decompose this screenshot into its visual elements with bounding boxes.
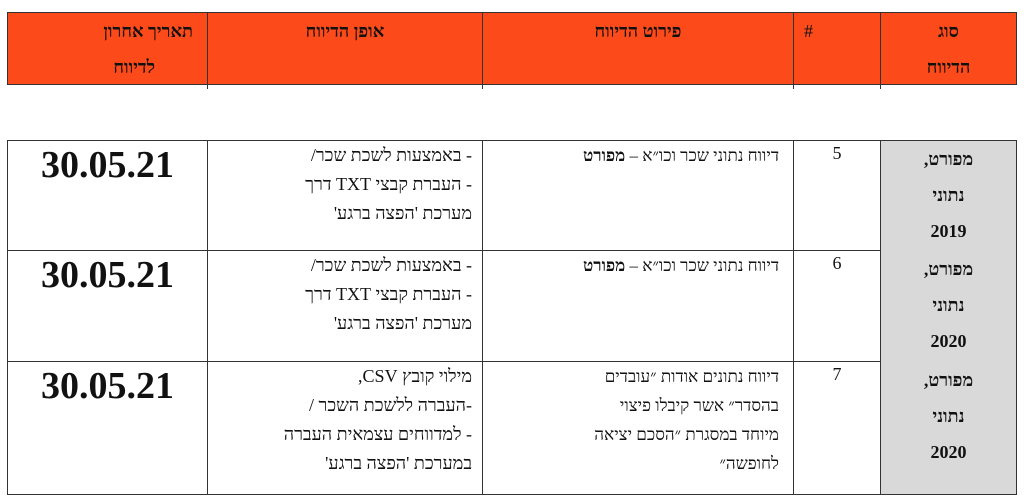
method-line: מערכת 'הפצה ברגע' [333, 313, 472, 333]
type-line: 2020 [930, 442, 967, 462]
report-detail: דיווח נתונים אודות ״עובדים בהסדר״ אשר קי… [482, 362, 793, 494]
method-line: במערכת 'הפצה ברגע' [325, 453, 472, 473]
header-date-line: לדיווח [113, 57, 155, 77]
method-line: - באמצעות לשכת שכר/ [310, 145, 472, 165]
detail-line: דיווח נתונים אודות ״עובדים [604, 367, 779, 386]
header-type-line: הדיווח [926, 57, 971, 77]
type-line: 2019 [930, 221, 967, 241]
report-method: - באמצעות לשכת שכר/ - העברת קבצי TXT דרך… [207, 141, 482, 253]
header-deadline: תאריך אחרון לדיווח [8, 13, 207, 89]
header-number: # [793, 13, 880, 89]
report-detail: דיווח נתוני שכר וכו״א – מפורט [482, 141, 793, 253]
header-report-type: סוג הדיווח [880, 13, 1016, 89]
type-line: מפורט, [923, 370, 974, 390]
detail-bold: מפורט [582, 146, 626, 165]
header-type-line: סוג [938, 21, 959, 41]
header-detail: פירוט הדיווח [482, 13, 793, 89]
detail-line: בהסדר״ אשר קיבלו פיצוי [619, 396, 779, 415]
deadline-date: 30.05.21 [41, 365, 174, 407]
method-line: - העברת קבצי TXT דרך [305, 284, 472, 304]
header-table: סוג הדיווח # פירוט הדיווח אופן הדיווח תא… [7, 12, 1017, 89]
type-line: נתוני [932, 406, 965, 426]
type-line: מפורט, [923, 149, 974, 169]
report-type: מפורט, נתוני 2019 [880, 141, 1016, 253]
report-method: - באמצעות לשכת שכר/ - העברת קבצי TXT דרך… [207, 251, 482, 363]
table-row: מפורט, נתוני 2020 6 דיווח נתוני שכר וכו״… [8, 251, 1016, 363]
method-line: מילוי קובץ CSV, [358, 366, 472, 386]
method-line: -העברה ללשכת השכר / [308, 395, 472, 415]
header-row: סוג הדיווח # פירוט הדיווח אופן הדיווח תא… [8, 13, 1016, 89]
reports-table: מפורט, נתוני 2019 5 דיווח נתוני שכר וכו״… [7, 140, 1017, 495]
method-line: מערכת 'הפצה ברגע' [333, 203, 472, 223]
report-method: מילוי קובץ CSV, -העברה ללשכת השכר / - למ… [207, 362, 482, 494]
detail-line: מיוחד במסגרת ״הסכם יציאה [594, 425, 779, 444]
header-method: אופן הדיווח [207, 13, 482, 89]
table-row: מפורט, נתוני 2020 7 דיווח נתונים אודות ״… [8, 362, 1016, 494]
row-number: 5 [793, 141, 880, 253]
method-line: - למדווחים עצמאית העברה [283, 424, 472, 444]
report-type: מפורט, נתוני 2020 [880, 362, 1016, 494]
report-detail: דיווח נתוני שכר וכו״א – מפורט [482, 251, 793, 363]
report-type: מפורט, נתוני 2020 [880, 251, 1016, 363]
detail-text: דיווח נתוני שכר וכו״א – [625, 256, 780, 275]
header-date-line: תאריך אחרון [103, 21, 193, 41]
row-number: 7 [793, 362, 880, 494]
type-line: 2020 [930, 331, 967, 351]
method-line: - העברת קבצי TXT דרך [305, 174, 472, 194]
table-row: מפורט, נתוני 2019 5 דיווח נתוני שכר וכו״… [8, 141, 1016, 253]
type-line: מפורט, [923, 259, 974, 279]
deadline-date: 30.05.21 [41, 254, 174, 296]
row-number: 6 [793, 251, 880, 363]
detail-bold: מפורט [582, 256, 626, 275]
detail-line: לחופשה״ [719, 454, 779, 473]
method-line: - באמצעות לשכת שכר/ [310, 255, 472, 275]
detail-text: דיווח נתוני שכר וכו״א – [625, 146, 780, 165]
type-line: נתוני [932, 185, 965, 205]
type-line: נתוני [932, 295, 965, 315]
deadline-date: 30.05.21 [41, 144, 174, 186]
